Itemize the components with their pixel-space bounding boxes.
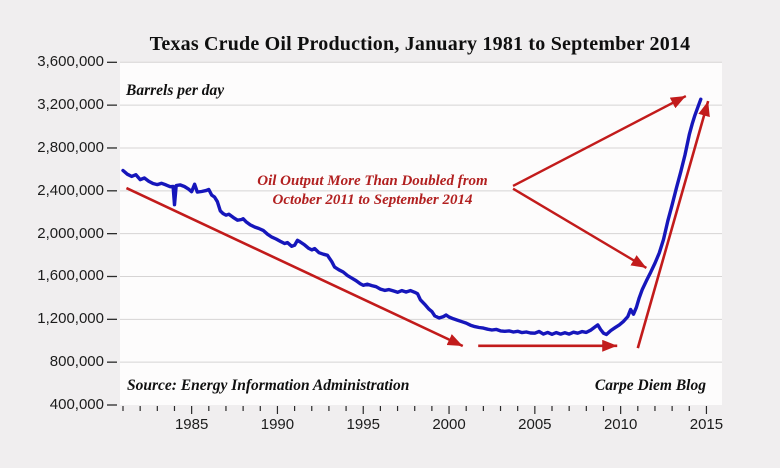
x-axis-tick-label: 1995 (346, 416, 380, 433)
source-note: Source: Energy Information Administratio… (127, 377, 410, 394)
y-axis-tick-label: 3,200,000 (37, 96, 104, 114)
x-axis-tick-label: 2000 (432, 416, 466, 433)
blog-credit: Carpe Diem Blog (594, 377, 706, 394)
y-axis-tick-label: 3,600,000 (37, 53, 104, 71)
decline-trend-arrow (125, 186, 464, 348)
x-axis-tick-label: 1990 (260, 416, 295, 433)
x-axis-tick-label: 2015 (689, 416, 724, 433)
callout-text-line1: Oil Output More Than Doubled from (257, 173, 488, 189)
y-axis-tick-label: 2,800,000 (37, 138, 104, 156)
callout-arrow-to-upturn (512, 187, 647, 269)
y-axis-tick-label: 2,000,000 (37, 224, 104, 242)
production-line-series (121, 97, 703, 337)
callout-text-line2: October 2011 to September 2014 (272, 191, 473, 208)
rise-trend-arrow (636, 100, 710, 349)
x-axis-tick-label: 1985 (174, 416, 209, 433)
x-axis-tick-label: 2005 (518, 416, 552, 433)
chart-title: Texas Crude Oil Production, January 1981… (149, 33, 691, 55)
x-axis-tick-label: 2010 (603, 416, 638, 433)
y-axis-tick-label: 1,600,000 (37, 267, 104, 285)
y-axis-unit-label: Barrels per day (126, 82, 225, 99)
y-axis-tick-label: 400,000 (49, 396, 104, 413)
callout-text: Oil Output More Than Doubled from Octobe… (220, 172, 525, 209)
y-axis-tick-label: 800,000 (49, 353, 104, 371)
y-axis-tick-label: 2,400,000 (37, 181, 104, 199)
callout-arrow-to-peak (512, 94, 687, 188)
y-axis-tick-label: 1,200,000 (37, 310, 104, 328)
